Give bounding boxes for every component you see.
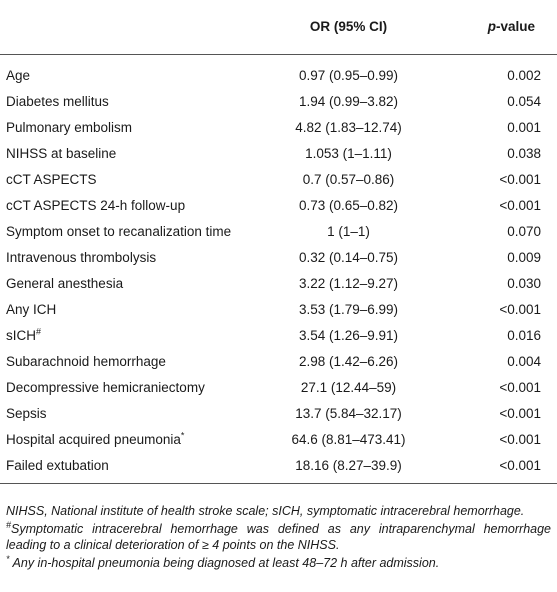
table-row: Hospital acquired pneumonia* 64.6 (8.81–4… (0, 427, 557, 453)
cell-p-value: <0.001 (499, 379, 541, 395)
cell-variable: cCT ASPECTS (0, 167, 276, 193)
footnote-marker: # (36, 326, 42, 336)
cell-or: 18.16 (8.27–39.9) (276, 452, 421, 484)
table-row: cCT ASPECTS 0.7 (0.57–0.86) <0.001 (0, 167, 557, 193)
footnote-hash-text: Symptomatic intracerebral hemorrhage was… (6, 522, 551, 552)
table-footnotes: NIHSS, National institute of health stro… (6, 503, 551, 573)
cell-p-value: 0.001 (507, 119, 541, 135)
header-or: OR (95% CI) (276, 0, 421, 55)
cell-or: 0.97 (0.95–0.99) (298, 67, 399, 83)
cell-variable: Pulmonary embolism (0, 115, 276, 141)
table-header-row: OR (95% CI) p-value (0, 0, 557, 55)
cell-variable: Failed extubation (0, 452, 276, 484)
cell-p-value: 0.004 (507, 353, 541, 369)
cell-variable: NIHSS at baseline (0, 141, 276, 167)
cell-variable: Diabetes mellitus (0, 89, 276, 115)
cell-variable: Sepsis (0, 401, 276, 427)
variable-label: Age (6, 67, 31, 83)
footnote-abbreviations: NIHSS, National institute of health stro… (6, 504, 525, 518)
cell-variable: Any ICH (0, 297, 276, 323)
cell-p-value: <0.001 (421, 452, 557, 484)
cell-p-value: <0.001 (499, 431, 541, 447)
footnote-marker: * (180, 430, 185, 440)
table-row: Sepsis 13.7 (5.84–32.17) <0.001 (0, 401, 557, 427)
variable-label: Symptom onset to recanalization time (6, 223, 232, 239)
cell-or: 27.1 (12.44–59) (300, 379, 397, 395)
cell-variable: Hospital acquired pneumonia* (0, 427, 276, 453)
cell-variable: Symptom onset to recanalization time (0, 219, 276, 245)
variable-label: Intravenous thrombolysis (6, 249, 157, 265)
cell-or: 0.7 (0.57–0.86) (302, 171, 395, 187)
variable-label: cCT ASPECTS (6, 171, 97, 187)
cell-p-value: 0.002 (507, 67, 541, 83)
table-row: Failed extubation 18.16 (8.27–39.9) <0.001 (0, 452, 557, 484)
table-row: Age 0.97 (0.95–0.99) 0.002 (0, 54, 557, 89)
variable-label: Failed extubation (6, 457, 109, 473)
cell-p-value: 0.054 (507, 93, 541, 109)
cell-or: 1 (1–1) (327, 223, 370, 239)
footnote-pneumonia: * Any in-hospital pneumonia being diagno… (6, 553, 551, 571)
footnote-sich: #Symptomatic intracerebral hemorrhage wa… (6, 519, 551, 553)
footnote-star-mark: * (6, 553, 10, 564)
cell-or: 3.54 (1.26–9.91) (298, 327, 399, 343)
cell-or: 64.6 (8.81–473.41) (291, 431, 406, 447)
cell-or: 3.53 (1.79–6.99) (298, 301, 399, 317)
cell-or: 2.98 (1.42–6.26) (298, 353, 399, 369)
cell-variable: sICH# (0, 323, 276, 349)
cell-or: 0.73 (0.65–0.82) (298, 197, 399, 213)
variable-label: sICH (6, 327, 36, 343)
cell-p-value: 0.009 (507, 249, 541, 265)
variable-label: Any ICH (6, 301, 57, 317)
cell-p-value: 0.016 (507, 327, 541, 343)
variable-label: General anesthesia (6, 275, 124, 291)
table-row: Decompressive hemicraniectomy 27.1 (12.44… (0, 375, 557, 401)
cell-p-value: 0.038 (507, 145, 541, 161)
variable-label: Hospital acquired pneumonia (6, 431, 181, 447)
header-variable (0, 0, 276, 55)
cell-or: 1.94 (0.99–3.82) (298, 93, 399, 109)
table-row: Any ICH 3.53 (1.79–6.99) <0.001 (0, 297, 557, 323)
table-row: Symptom onset to recanalization time 1 (1… (0, 219, 557, 245)
cell-p-value: 0.070 (507, 223, 541, 239)
variable-label: Decompressive hemicraniectomy (6, 379, 205, 395)
variable-label: cCT ASPECTS 24-h follow-up (6, 197, 186, 213)
cell-or: 13.7 (5.84–32.17) (295, 405, 402, 421)
cell-p-value: <0.001 (499, 197, 541, 213)
cell-p-value: 0.030 (507, 275, 541, 291)
variable-label: Subarachnoid hemorrhage (6, 353, 166, 369)
footnote-hash-mark: # (6, 519, 12, 530)
cell-variable: Age (0, 54, 276, 89)
table-row: Pulmonary embolism 4.82 (1.83–12.74) 0.001 (0, 115, 557, 141)
cell-variable: General anesthesia (0, 271, 276, 297)
cell-or: 0.32 (0.14–0.75) (298, 249, 399, 265)
odds-ratio-table: OR (95% CI) p-value Age 0.97 (0.95–0.99) 0… (0, 0, 557, 484)
cell-p-value: <0.001 (499, 171, 541, 187)
table-row: Intravenous thrombolysis 0.32 (0.14–0.75)… (0, 245, 557, 271)
table-row: General anesthesia 3.22 (1.12–9.27) 0.030 (0, 271, 557, 297)
variable-label: NIHSS at baseline (6, 145, 117, 161)
table-row: NIHSS at baseline 1.053 (1–1.11) 0.038 (0, 141, 557, 167)
cell-variable: cCT ASPECTS 24-h follow-up (0, 193, 276, 219)
cell-p-value: <0.001 (499, 405, 541, 421)
cell-variable: Intravenous thrombolysis (0, 245, 276, 271)
cell-p-value: <0.001 (499, 301, 541, 317)
cell-or: 3.22 (1.12–9.27) (298, 275, 399, 291)
cell-variable: Subarachnoid hemorrhage (0, 349, 276, 375)
table-row: sICH# 3.54 (1.26–9.91) 0.016 (0, 323, 557, 349)
footnote-star-text: Any in-hospital pneumonia being diagnose… (9, 556, 440, 570)
variable-label: Sepsis (6, 405, 47, 421)
variable-label: Pulmonary embolism (6, 119, 133, 135)
table-row: Subarachnoid hemorrhage 2.98 (1.42–6.26) 0… (0, 349, 557, 375)
header-p-italic: p (487, 18, 496, 34)
cell-or: 1.053 (1–1.11) (305, 145, 392, 161)
table-row: Diabetes mellitus 1.94 (0.99–3.82) 0.054 (0, 89, 557, 115)
table-row: cCT ASPECTS 24-h follow-up 0.73 (0.65–0.8… (0, 193, 557, 219)
header-p-value: p-value (421, 0, 557, 55)
cell-or: 4.82 (1.83–12.74) (295, 119, 402, 135)
header-p-rest: -value (495, 18, 535, 34)
table-body: Age 0.97 (0.95–0.99) 0.002 Diabetes mellitu… (0, 54, 557, 484)
variable-label: Diabetes mellitus (6, 93, 109, 109)
cell-variable: Decompressive hemicraniectomy (0, 375, 276, 401)
